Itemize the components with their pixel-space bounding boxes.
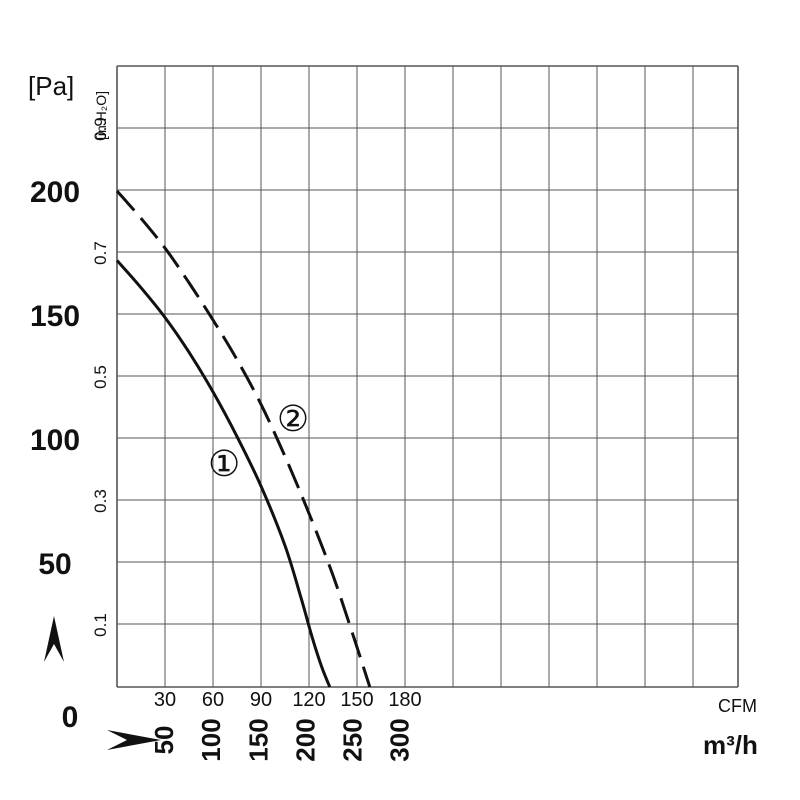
y-tick-inh2o: 0.9 xyxy=(91,117,110,141)
y-tick-pa: 150 xyxy=(30,300,80,333)
y-unit-pa: [Pa] xyxy=(28,71,74,101)
annotation-layer: ①② xyxy=(208,399,309,485)
y-tick-pa: 100 xyxy=(30,424,80,457)
x-tick-cfm: 180 xyxy=(388,689,421,711)
series-line-2 xyxy=(115,190,372,688)
x-unit-m3h: m³/h xyxy=(703,730,758,760)
grid xyxy=(116,65,739,688)
curve-label-1: ① xyxy=(208,444,240,485)
x-tick-m3h: 150 xyxy=(243,718,273,761)
y-tick-inh2o: 0.5 xyxy=(91,365,110,389)
y-unit-inh2o: [in.H₂O] xyxy=(93,91,109,140)
y-tick-pa: 50 xyxy=(38,548,71,581)
y-tick-pa: 200 xyxy=(30,176,80,209)
x-tick-m3h: 250 xyxy=(337,718,367,761)
x-tick-cfm: 150 xyxy=(340,689,373,711)
y-tick-inh2o: 0.1 xyxy=(91,613,110,637)
y-tick-inh2o: 0.3 xyxy=(91,489,110,513)
y-tick-inh2o: 0.7 xyxy=(91,241,110,265)
x-unit-cfm: CFM xyxy=(718,696,757,716)
x-tick-m3h: 100 xyxy=(196,718,226,761)
curve-label-2: ② xyxy=(277,399,309,440)
right-arrow-icon xyxy=(107,730,161,750)
series-line-1 xyxy=(115,259,332,688)
x-tick-cfm: 90 xyxy=(250,689,272,711)
x-tick-cfm: 120 xyxy=(292,689,325,711)
x-tick-m3h: 300 xyxy=(385,718,415,761)
up-arrow-icon xyxy=(44,616,64,662)
y-tick-pa: 0 xyxy=(62,701,79,734)
x-tick-m3h: 200 xyxy=(290,718,320,761)
x-tick-cfm: 30 xyxy=(154,689,176,711)
tick-labels: 0 50 100 150 200 0.1 0.3 0.5 0.7 0.9 30 60 90 120 150 1… xyxy=(30,117,422,762)
x-tick-cfm: 60 xyxy=(202,689,224,711)
series-layer xyxy=(115,190,372,688)
